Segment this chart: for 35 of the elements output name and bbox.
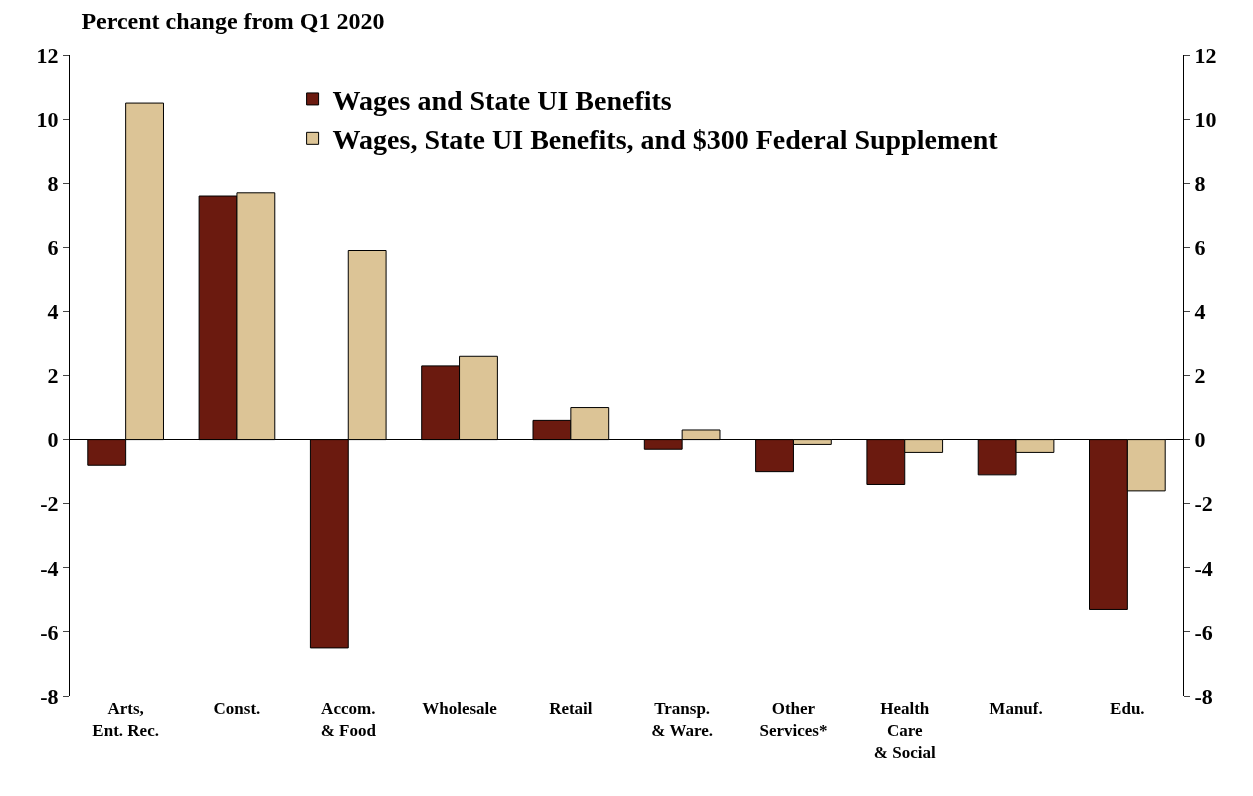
y2-tick-label: 8 (1194, 170, 1206, 196)
y-tick-label: 4 (47, 299, 59, 325)
y-tick-label: -2 (40, 491, 59, 517)
y-tick-label: 2 (47, 363, 59, 389)
y-tick-label: -8 (40, 683, 59, 709)
y-tick-label: 0 (47, 427, 59, 453)
y2-tick-label: 12 (1194, 42, 1217, 68)
x-tick-label: Manuf. (989, 699, 1043, 718)
y-tick-label: 10 (36, 106, 59, 132)
y2-tick-label: -4 (1194, 555, 1213, 581)
y2-tick-label: 0 (1194, 427, 1206, 453)
y2-tick-label: 4 (1194, 299, 1206, 325)
y2-tick-label: -6 (1194, 619, 1213, 645)
x-tick-label: Edu. (1110, 699, 1145, 718)
y2-tick-label: 6 (1194, 235, 1206, 260)
y-tick-label: -6 (40, 619, 59, 645)
y2-tick-label: 10 (1194, 106, 1217, 132)
y-tick-label: 6 (47, 235, 59, 260)
x-tick-label: Wholesale (422, 699, 498, 718)
y2-tick-label: -8 (1194, 683, 1213, 709)
x-tick-label: Retail (549, 699, 593, 718)
x-tick-label: Const. (213, 699, 261, 718)
x-tick-label: Other Services* (759, 699, 828, 741)
x-tick-label: Health Care & Social (873, 699, 936, 763)
legend-label: Wages and State UI Benefits (332, 84, 672, 116)
x-tick-label: Accom. & Food (320, 699, 377, 741)
y-tick-label: 12 (36, 42, 59, 68)
chart-title: Percent change from Q1 2020 (81, 7, 385, 34)
y2-tick-label: -2 (1194, 491, 1213, 517)
y-tick-label: 8 (47, 170, 59, 196)
x-tick-label: Arts, Ent. Rec. (92, 699, 159, 741)
legend-label: Wages, State UI Benefits, and $300 Federal Supplement (332, 124, 999, 156)
x-tick-label: Transp. & Ware. (651, 699, 713, 741)
y2-tick-label: 2 (1194, 363, 1206, 389)
y-tick-label: -4 (40, 555, 59, 581)
